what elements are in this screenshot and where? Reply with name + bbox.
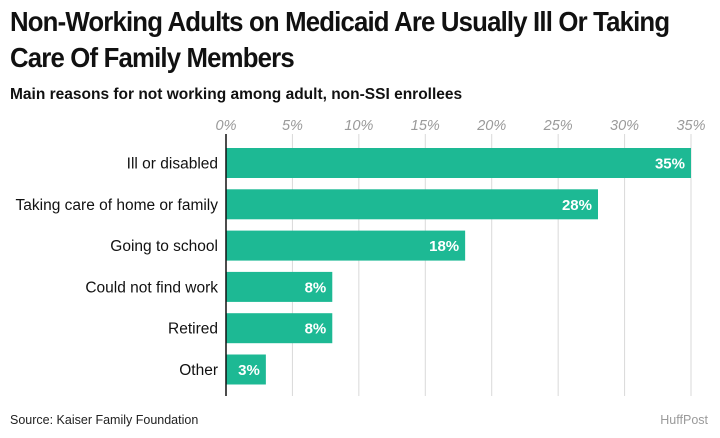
x-tick-label-10: 10%	[344, 118, 373, 134]
category-label-0: Ill or disabled	[127, 156, 218, 173]
category-label-4: Retired	[168, 321, 218, 338]
chart-title-line-2: Care Of Family Members	[10, 42, 295, 73]
chart-subtitle: Main reasons for not working among adult…	[10, 86, 463, 103]
data-label-2: 18%	[429, 238, 459, 255]
data-label-0: 35%	[655, 156, 685, 173]
x-tick-label-35: 35%	[676, 118, 705, 134]
bar-5	[226, 354, 266, 385]
category-label-2: Going to school	[110, 238, 218, 255]
source-note: Source: Kaiser Family Foundation	[10, 413, 199, 427]
chart-title: Non-Working Adults on Medicaid Are Usual…	[10, 4, 670, 76]
brand-credit: HuffPost	[660, 413, 708, 427]
category-label-3: Could not find work	[85, 279, 218, 296]
data-label-5: 3%	[238, 362, 260, 379]
data-label-3: 8%	[305, 279, 327, 296]
x-tick-label-30: 30%	[610, 118, 639, 134]
bars: 35% 28% 18% 8% 8% 3%	[226, 148, 691, 385]
bar-0	[226, 148, 691, 178]
x-tick-label-0: 0%	[216, 118, 237, 134]
x-tick-label-20: 20%	[476, 118, 506, 134]
x-tick-label-5: 5%	[282, 118, 303, 134]
x-tick-label-15: 15%	[411, 118, 440, 134]
data-label-1: 28%	[562, 197, 592, 214]
bar-4	[226, 313, 333, 344]
category-labels: Ill or disabled Taking care of home or fa…	[16, 156, 219, 380]
bar-3	[226, 271, 333, 302]
x-tick-label-25: 25%	[543, 118, 573, 134]
bar-1	[226, 189, 598, 220]
x-axis-ticks: 0% 5% 10% 15% 20% 25% 30% 35%	[216, 118, 706, 134]
category-label-5: Other	[179, 362, 218, 379]
bar-2	[226, 230, 466, 261]
data-label-4: 8%	[305, 321, 327, 338]
chart-title-line-1: Non-Working Adults on Medicaid Are Usual…	[10, 6, 670, 37]
category-label-1: Taking care of home or family	[16, 197, 219, 214]
